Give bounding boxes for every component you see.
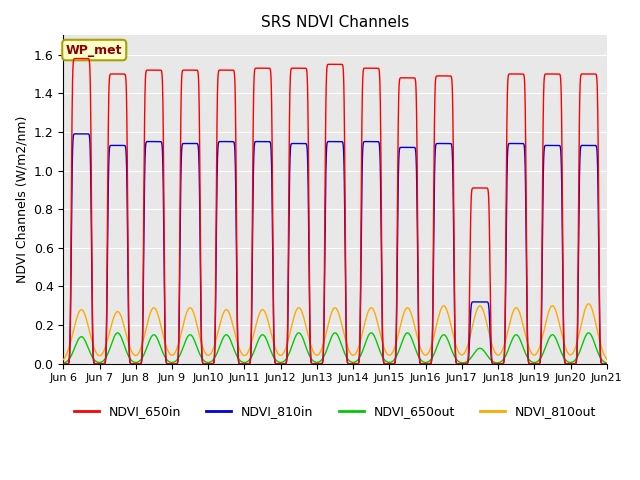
Y-axis label: NDVI Channels (W/m2/nm): NDVI Channels (W/m2/nm) xyxy=(15,116,28,283)
Title: SRS NDVI Channels: SRS NDVI Channels xyxy=(261,15,409,30)
Text: WP_met: WP_met xyxy=(66,44,122,57)
Legend: NDVI_650in, NDVI_810in, NDVI_650out, NDVI_810out: NDVI_650in, NDVI_810in, NDVI_650out, NDV… xyxy=(68,400,601,423)
